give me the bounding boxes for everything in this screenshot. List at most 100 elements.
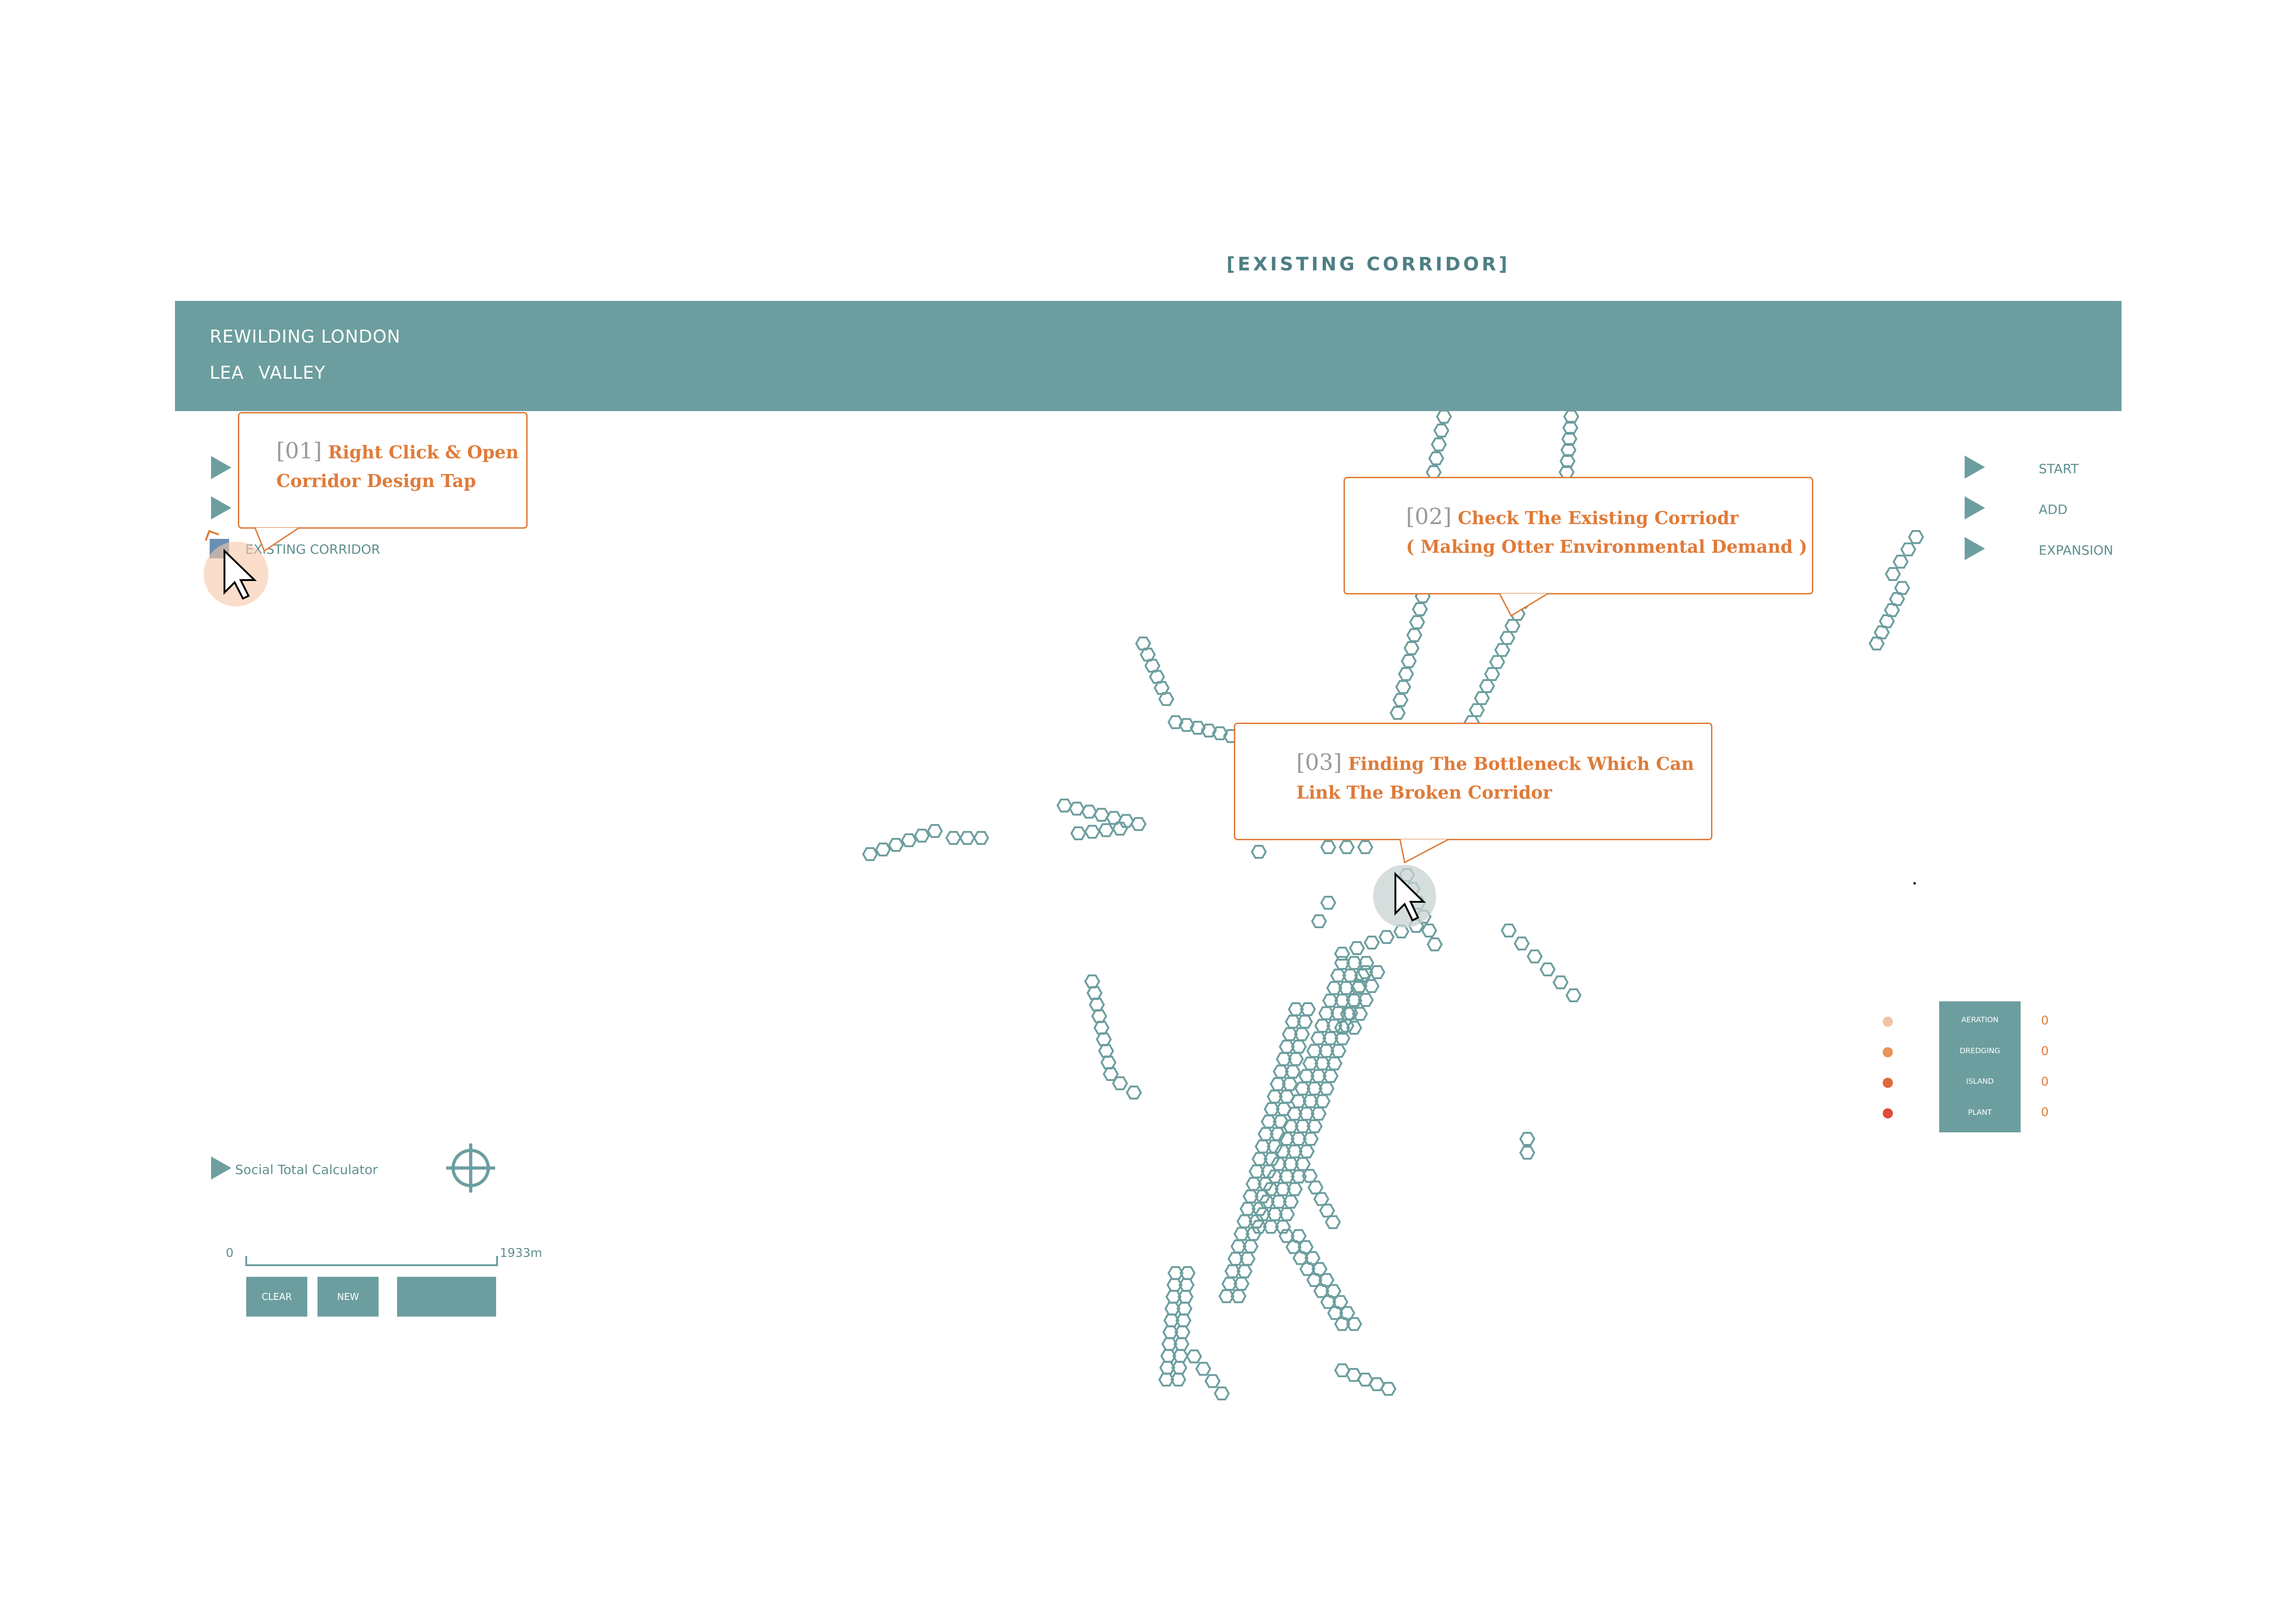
clear-button[interactable]: CLEAR [246, 1277, 307, 1317]
corridor-hex [1392, 693, 1409, 707]
corridor-hex [1346, 1021, 1363, 1035]
corridor-hex [1868, 637, 1885, 650]
corridor-hex [1260, 1164, 1277, 1179]
new-button[interactable]: NEW [317, 1277, 379, 1317]
calculator-arrow[interactable] [211, 1156, 231, 1180]
extra-button[interactable] [397, 1277, 496, 1317]
corridor-hex [1242, 1189, 1259, 1204]
corridor-hex [1313, 1192, 1330, 1206]
map-canvas[interactable] [0, 411, 2296, 1430]
corridor-hex [1378, 930, 1395, 944]
corridor-hex [959, 831, 976, 845]
callout-02-tail [1499, 593, 1549, 617]
corridor-hex [1118, 814, 1134, 828]
corridor-hex [1263, 1102, 1280, 1116]
target-crosshair-icon[interactable] [445, 1143, 496, 1193]
corridor-hex [1278, 1089, 1295, 1104]
corridor-hex [1363, 936, 1380, 949]
add-label[interactable]: ADD [2039, 502, 2068, 517]
corridor-hex [1273, 1064, 1289, 1079]
callout-01-tail [254, 527, 299, 552]
corridor-hex [1334, 1317, 1350, 1331]
corridor-hex [1251, 845, 1267, 859]
corridor-hex [1552, 975, 1569, 989]
corridor-hex [1412, 602, 1428, 616]
corridor-hex [1095, 1032, 1112, 1046]
corridor-hex [1106, 811, 1122, 825]
corridor-hex [1330, 968, 1346, 983]
callout-03-line1: Finding The Bottleneck Which Can [1348, 753, 1694, 774]
corridor-hex [1345, 1368, 1362, 1382]
corridor-hex [1276, 1052, 1292, 1066]
corridor-hex [1298, 1069, 1315, 1083]
corridor-hex [1325, 1215, 1341, 1229]
corridor-hex [1084, 824, 1101, 839]
corridor-hex [1340, 1007, 1356, 1021]
start-label[interactable]: START [2039, 461, 2079, 476]
corridor-hex [1406, 628, 1423, 642]
menu-arrow-1[interactable] [211, 456, 231, 479]
calculator-label[interactable]: Social Total Calculator [235, 1162, 378, 1177]
expansion-arrow[interactable] [1965, 537, 1985, 560]
corridor-hex [1242, 1239, 1259, 1254]
corridor-hex [1098, 823, 1114, 837]
callout-02: [02] Check The Existing Corriodr ( Makin… [1344, 477, 1813, 594]
corridor-hex [1257, 1177, 1274, 1191]
corridor-hex [1056, 799, 1073, 812]
corridor-hex [1894, 581, 1910, 595]
corridor-hex [1221, 1277, 1238, 1291]
corridor-hex [1326, 981, 1343, 995]
corridor-hex [1484, 667, 1500, 681]
corridor-hex [1297, 1015, 1313, 1029]
corridor-hex [1489, 655, 1506, 669]
menu-arrow-2[interactable] [211, 496, 231, 519]
expansion-label[interactable]: EXPANSION [2039, 543, 2114, 558]
corridor-hex [1900, 542, 1916, 556]
corridor-hex [1195, 1362, 1212, 1376]
scale-bar [245, 1256, 498, 1266]
corridor-hex [1334, 1021, 1350, 1035]
corridor-hex [1093, 1021, 1110, 1035]
corridor-hex [1230, 1239, 1247, 1254]
corridor-hex [1519, 1132, 1536, 1146]
corridor-hex [1474, 691, 1490, 705]
corridor-hex [1395, 680, 1412, 694]
corridor-hex [1294, 1119, 1311, 1133]
corridor-hex [1248, 1164, 1265, 1179]
corridor-hex [1263, 1152, 1280, 1166]
corridor-hex [1269, 1077, 1286, 1091]
corridor-hex [1178, 718, 1195, 732]
corridor-hex [1314, 1018, 1331, 1033]
legend-dot-aeration [1883, 1017, 1893, 1027]
corridor-hex [1230, 1289, 1247, 1303]
add-arrow[interactable] [1965, 496, 1985, 519]
corridor-hex [1318, 1006, 1335, 1020]
corridor-hex [1270, 1157, 1287, 1171]
corridor-hex [1158, 1373, 1175, 1387]
callout-03-num: [03] [1296, 750, 1342, 775]
corridor-hex [1272, 1114, 1289, 1129]
corridor-hex [1322, 1069, 1339, 1083]
legend-value-island: 0 [2041, 1075, 2049, 1089]
corridor-hex [1186, 1349, 1202, 1363]
corridor-hex [1251, 1202, 1268, 1216]
corridor-hex [1298, 1106, 1315, 1121]
corridor-hex [1494, 643, 1511, 657]
corridor-hex [1302, 1132, 1319, 1146]
corridor-hex [1263, 1220, 1279, 1234]
corridor-hex [1285, 1064, 1301, 1079]
callout-03: [03] Finding The Bottleneck Which Can Li… [1234, 723, 1712, 840]
corridor-hex [1334, 956, 1350, 970]
legend-dot-dredging [1883, 1047, 1893, 1057]
callout-03-tail [1399, 838, 1449, 864]
corridor-hex [1400, 654, 1417, 668]
legend-dot-island [1883, 1078, 1893, 1088]
corridor-hex [1334, 993, 1350, 1008]
corridor-hex [901, 833, 917, 847]
corridor-hex [945, 831, 962, 845]
corridor-hex [1352, 1007, 1368, 1021]
corridor-hex [1269, 1127, 1286, 1141]
start-arrow[interactable] [1965, 456, 1985, 479]
corridor-hex [1299, 1144, 1315, 1159]
corridor-hex [1306, 1081, 1323, 1096]
